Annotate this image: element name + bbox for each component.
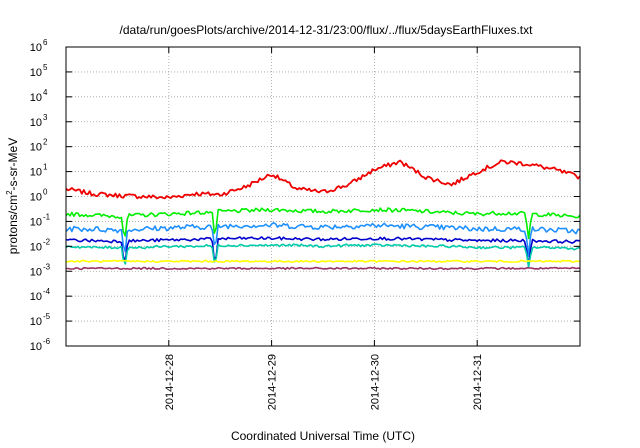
x-axis: 2014-12-28 2014-12-29 2014-12-30 2014-12-31	[164, 47, 484, 410]
y-tick-label: 10	[30, 341, 42, 353]
y-tick-exponent: -6	[43, 337, 51, 346]
series-line	[65, 159, 581, 200]
series-line	[65, 243, 581, 268]
y-tick-label: 10	[30, 241, 42, 253]
y-tick-label: 10	[30, 167, 42, 179]
series-line	[65, 222, 581, 258]
x-tick-label: 2014-12-31	[472, 354, 484, 410]
y-tick-label: 10	[30, 266, 42, 278]
series-line	[66, 266, 581, 271]
y-tick-label: 10	[30, 92, 42, 104]
x-axis-label: Coordinated Universal Time (UTC)	[231, 429, 415, 443]
y-tick-exponent: 4	[43, 88, 48, 97]
x-tick-label: 2014-12-30	[369, 354, 381, 410]
y-tick-label: 10	[30, 316, 42, 328]
y-tick-exponent: -2	[43, 237, 51, 246]
y-axis-label: protons/cm2-s-sr-MeV	[5, 138, 20, 254]
y-tick-label: 10	[30, 117, 42, 129]
y-tick-exponent: 2	[43, 138, 48, 147]
y-axis-label-superscript: 2	[5, 190, 14, 195]
y-tick-exponent: 3	[43, 113, 48, 122]
y-axis-label-main: protons/cm	[6, 195, 20, 254]
series-line	[65, 259, 581, 264]
series-lines	[65, 159, 581, 271]
x-tick-label: 2014-12-28	[164, 354, 176, 410]
y-axis-label-units: -s-sr-MeV	[6, 138, 20, 191]
y-tick-exponent: -4	[43, 287, 51, 296]
y-tick-exponent: 0	[43, 188, 48, 197]
y-tick-exponent: -1	[43, 212, 51, 221]
y-axis: 10 -610 -510 -410 -310 -210 -110 010 110 210 310 41…	[30, 38, 580, 353]
series-line	[65, 207, 581, 240]
y-tick-label: 10	[30, 67, 42, 79]
y-tick-label: 10	[30, 192, 42, 204]
y-tick-exponent: -5	[43, 312, 51, 321]
y-tick-label: 10	[30, 42, 42, 54]
y-tick-label: 10	[30, 142, 42, 154]
series-line	[65, 236, 581, 268]
x-tick-label: 2014-12-29	[267, 354, 279, 410]
y-tick-exponent: -3	[43, 262, 51, 271]
y-tick-exponent: 6	[43, 38, 48, 47]
chart-title: /data/run/goesPlots/archive/2014-12-31/2…	[120, 23, 534, 37]
y-tick-label: 10	[30, 216, 42, 228]
grid-lines	[66, 47, 580, 346]
y-tick-label: 10	[30, 291, 42, 303]
y-tick-exponent: 1	[43, 163, 48, 172]
y-tick-exponent: 5	[43, 63, 48, 72]
